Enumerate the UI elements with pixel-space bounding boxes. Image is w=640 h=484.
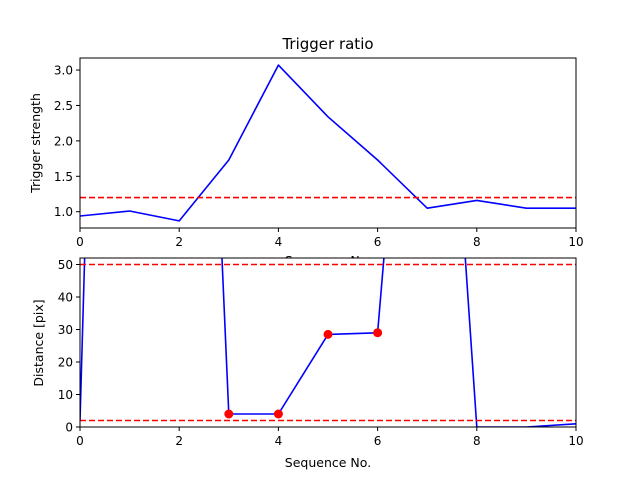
y-tick-label: 10 [58, 388, 73, 402]
y-axis-label: Distance [pix] [31, 299, 46, 386]
series-line [80, 258, 576, 427]
x-tick-label: 8 [473, 235, 481, 249]
x-ticks: 0 2 4 6 8 10 [76, 228, 584, 249]
plot-frame [79, 57, 577, 229]
y-tick-label: 3.0 [54, 64, 73, 78]
y-tick-label: 2.5 [54, 99, 73, 113]
chart-title: Trigger ratio [281, 35, 373, 53]
x-axis-label: Sequence No. [285, 455, 371, 470]
x-tick-label: 10 [568, 235, 583, 249]
y-axis-label: Trigger strength [28, 93, 43, 194]
x-tick-label: 6 [374, 434, 382, 448]
data-point [273, 409, 283, 419]
x-tick-label: 8 [473, 434, 481, 448]
y-tick-label: 1.0 [54, 205, 73, 219]
data-point [323, 329, 333, 339]
y-tick-label: 2.0 [54, 134, 73, 148]
y-tick-label: 50 [58, 258, 73, 272]
y-tick-label: 1.5 [54, 170, 73, 184]
y-ticks: 0 10 20 30 40 50 [58, 258, 80, 435]
plot-frame [79, 257, 577, 428]
y-tick-label: 20 [58, 356, 73, 370]
x-tick-label: 4 [275, 434, 283, 448]
data-point [373, 328, 383, 338]
y-tick-label: 40 [58, 291, 73, 305]
x-tick-label: 4 [275, 235, 283, 249]
y-ticks: 1.0 1.5 2.0 2.5 3.0 [54, 64, 80, 219]
x-tick-label: 0 [76, 434, 84, 448]
x-ticks: 0 2 4 6 8 10 [76, 427, 584, 448]
data-point [224, 409, 234, 419]
distance-chart: Distance [pix] Sequence No. 01020304050 … [31, 257, 584, 470]
y-tick-label: 30 [58, 323, 73, 337]
x-tick-label: 2 [175, 235, 183, 249]
x-tick-label: 2 [175, 434, 183, 448]
y-tick-label: 0 [65, 421, 73, 435]
x-tick-label: 10 [568, 434, 583, 448]
x-tick-label: 0 [76, 235, 84, 249]
plot-area [80, 258, 576, 427]
trigger-ratio-chart: Trigger ratio Trigger strength 1.0 1.5 2.0… [28, 35, 584, 249]
series-line [80, 64, 576, 222]
plot-area [80, 58, 576, 228]
x-tick-label: 6 [374, 235, 382, 249]
